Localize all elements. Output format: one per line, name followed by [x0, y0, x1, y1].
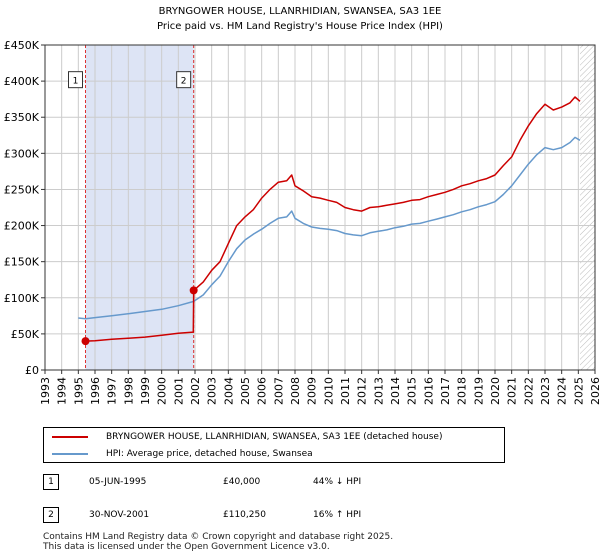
property-price-line — [85, 96, 581, 342]
transaction-hpi: 16% ↑ HPI — [313, 510, 362, 520]
transaction-price: £40,000 — [223, 477, 261, 487]
y-tick-label: £200K — [4, 220, 40, 233]
legend-item-property: BRYNGOWER HOUSE, LLANRHIDIAN, SWANSEA, S… — [52, 429, 443, 445]
x-tick-label: 2022 — [522, 377, 535, 405]
sale-point — [81, 337, 90, 346]
x-tick-label: 1994 — [56, 377, 69, 405]
ownership-shaded-region — [85, 45, 194, 370]
legend-swatch-property — [52, 435, 88, 438]
x-tick-label: 2009 — [306, 377, 319, 405]
x-tick-label: 2018 — [456, 377, 469, 405]
y-tick-label: £400K — [4, 75, 40, 88]
x-tick-label: 1995 — [72, 377, 85, 405]
y-tick-label: £50K — [11, 328, 40, 341]
footer-attribution: Contains HM Land Registry data © Crown c… — [43, 532, 393, 552]
sale-marker-box — [176, 71, 192, 89]
footer-line-1: Contains HM Land Registry data © Crown c… — [43, 532, 394, 542]
x-tick-label: 2001 — [172, 377, 185, 405]
x-tick-label: 2015 — [406, 377, 419, 405]
chart-subtitle: Price paid vs. HM Land Registry's House … — [157, 21, 443, 32]
transaction-date: 30-NOV-2001 — [89, 510, 150, 520]
x-tick-label: 1996 — [89, 377, 102, 405]
x-tick-label: 2000 — [156, 377, 169, 405]
y-tick-label: £350K — [4, 111, 40, 124]
x-tick-label: 2016 — [422, 377, 435, 405]
transaction-date: 05-JUN-1995 — [89, 477, 147, 487]
x-tick-label: 2007 — [272, 377, 285, 405]
x-tick-label: 2002 — [189, 377, 202, 405]
plot-border — [44, 44, 596, 371]
x-tick-label: 2011 — [339, 377, 352, 405]
x-tick-label: 2006 — [256, 377, 269, 405]
x-tick-label: 1999 — [139, 377, 152, 405]
x-tick-label: 2010 — [322, 377, 335, 405]
transaction-number: 2 — [43, 507, 59, 523]
x-tick-label: 2021 — [506, 377, 519, 405]
legend-label-hpi: HPI: Average price, detached house, Swan… — [106, 449, 313, 459]
x-tick-label: 2017 — [439, 377, 452, 405]
x-tick-label: 1998 — [122, 377, 135, 405]
y-tick-label: £0 — [25, 364, 39, 377]
forecast-hatched-region — [580, 45, 595, 370]
y-tick-label: £250K — [4, 183, 40, 196]
x-tick-label: 2005 — [239, 377, 252, 405]
x-tick-label: 2019 — [472, 377, 485, 405]
transaction-number: 1 — [43, 474, 59, 490]
x-tick-label: 1993 — [39, 377, 52, 405]
x-tick-label: 2026 — [589, 377, 600, 405]
footer-line-2: This data is licensed under the Open Gov… — [43, 542, 330, 552]
y-tick-label: £100K — [4, 292, 40, 305]
x-tick-label: 1997 — [106, 377, 119, 405]
legend-label-property: BRYNGOWER HOUSE, LLANRHIDIAN, SWANSEA, S… — [106, 432, 443, 442]
x-tick-label: 2004 — [222, 377, 235, 405]
x-tick-label: 2013 — [372, 377, 385, 405]
x-tick-label: 2003 — [206, 377, 219, 405]
y-tick-label: £300K — [4, 147, 40, 160]
transaction-hpi: 44% ↓ HPI — [313, 477, 362, 487]
y-tick-label: £150K — [4, 256, 40, 269]
x-tick-label: 2025 — [572, 377, 585, 405]
chart-legend: BRYNGOWER HOUSE, LLANRHIDIAN, SWANSEA, S… — [43, 427, 505, 463]
x-tick-label: 2020 — [489, 377, 502, 405]
transaction-price: £110,250 — [223, 510, 266, 520]
legend-item-hpi: HPI: Average price, detached house, Swan… — [52, 446, 313, 462]
x-tick-label: 2012 — [356, 377, 369, 405]
x-tick-label: 2024 — [556, 377, 569, 405]
sale-marker-label: 1 — [73, 77, 79, 87]
x-tick-label: 2014 — [389, 377, 402, 405]
x-tick-label: 2008 — [289, 377, 302, 405]
chart-title: BRYNGOWER HOUSE, LLANRHIDIAN, SWANSEA, S… — [159, 6, 442, 17]
sale-marker-label: 2 — [181, 77, 187, 87]
hpi-line — [78, 136, 581, 320]
price-chart: BRYNGOWER HOUSE, LLANRHIDIAN, SWANSEA, S… — [4, 6, 600, 405]
y-tick-label: £450K — [4, 39, 40, 52]
legend-swatch-hpi — [52, 452, 88, 455]
sale-marker-box — [68, 71, 83, 89]
x-tick-label: 2023 — [539, 377, 552, 405]
sale-point — [189, 286, 198, 295]
